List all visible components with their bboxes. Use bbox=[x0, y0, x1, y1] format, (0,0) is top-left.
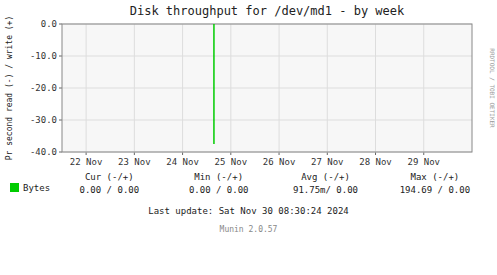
x-tick-label: 29 Nov bbox=[408, 157, 441, 167]
annotation: Max (-/+) bbox=[410, 172, 459, 182]
title: Disk throughput for /dev/md1 - by week bbox=[130, 4, 405, 18]
annotation: Avg (-/+) bbox=[301, 172, 350, 182]
plot-background bbox=[62, 24, 472, 152]
legend-swatch bbox=[10, 183, 19, 192]
x-tick-label: 25 Nov bbox=[215, 157, 248, 167]
y-tick-label: -30.0 bbox=[30, 115, 57, 125]
x-tick-label: 23 Nov bbox=[118, 157, 151, 167]
legend-label: Bytes bbox=[23, 183, 50, 193]
plot-frame bbox=[62, 24, 472, 152]
y-tick-label: -10.0 bbox=[30, 51, 57, 61]
series-group bbox=[213, 24, 214, 144]
annotation: RRDTOOL / TOBI OETIKER bbox=[489, 48, 496, 128]
annotation: 0.00 / 0.00 bbox=[189, 185, 249, 195]
x-tick-label: 28 Nov bbox=[359, 157, 392, 167]
y-tick-label: -40.0 bbox=[30, 147, 57, 157]
annotation: 194.69 / 0.00 bbox=[400, 185, 470, 195]
y-tick-label: -20.0 bbox=[30, 83, 57, 93]
y-tick-label: 0.0 bbox=[41, 19, 57, 29]
y-grid-line bbox=[62, 88, 472, 89]
annotation: Cur (-/+) bbox=[85, 172, 134, 182]
y-grid-line bbox=[62, 56, 472, 57]
chart: 22 Nov 23 Nov 24 Nov 25 Nov 26 Nov 27 Nov 28 N… bbox=[0, 0, 497, 275]
annotation: Min (-/+) bbox=[194, 172, 243, 182]
y-axis-label: Pr second read (-) / write (+) bbox=[5, 16, 14, 161]
y-grid-line bbox=[62, 120, 472, 121]
series-line bbox=[213, 24, 215, 144]
annotation: Last update: Sat Nov 30 08:30:24 2024 bbox=[148, 206, 348, 216]
x-tick-label: 26 Nov bbox=[263, 157, 296, 167]
x-tick-label: 24 Nov bbox=[166, 157, 199, 167]
x-tick-label: 27 Nov bbox=[311, 157, 344, 167]
annotation: Munin 2.0.57 bbox=[220, 225, 278, 234]
x-tick-label: 22 Nov bbox=[70, 157, 103, 167]
annotation: 0.00 / 0.00 bbox=[80, 185, 140, 195]
annotation: 91.75m/ 0.00 bbox=[293, 185, 358, 195]
